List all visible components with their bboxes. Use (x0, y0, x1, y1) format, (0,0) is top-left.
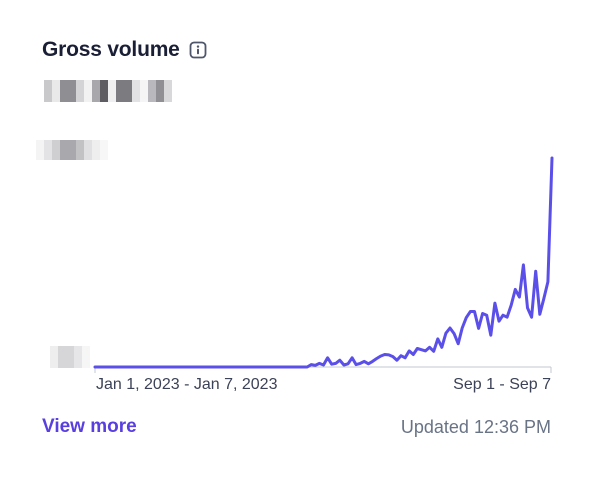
card-header: Gross volume (42, 38, 207, 62)
redacted-y-max-label (36, 140, 116, 160)
info-icon[interactable] (189, 41, 207, 59)
x-axis-label-start: Jan 1, 2023 - Jan 7, 2023 (96, 376, 278, 393)
card-title: Gross volume (42, 38, 180, 61)
view-more-link[interactable]: View more (42, 416, 137, 437)
redacted-y-min-label (50, 346, 90, 368)
redacted-amount (44, 80, 172, 102)
x-axis-label-end: Sep 1 - Sep 7 (453, 376, 551, 393)
series-line (93, 156, 554, 369)
updated-timestamp: Updated 12:36 PM (400, 417, 551, 437)
